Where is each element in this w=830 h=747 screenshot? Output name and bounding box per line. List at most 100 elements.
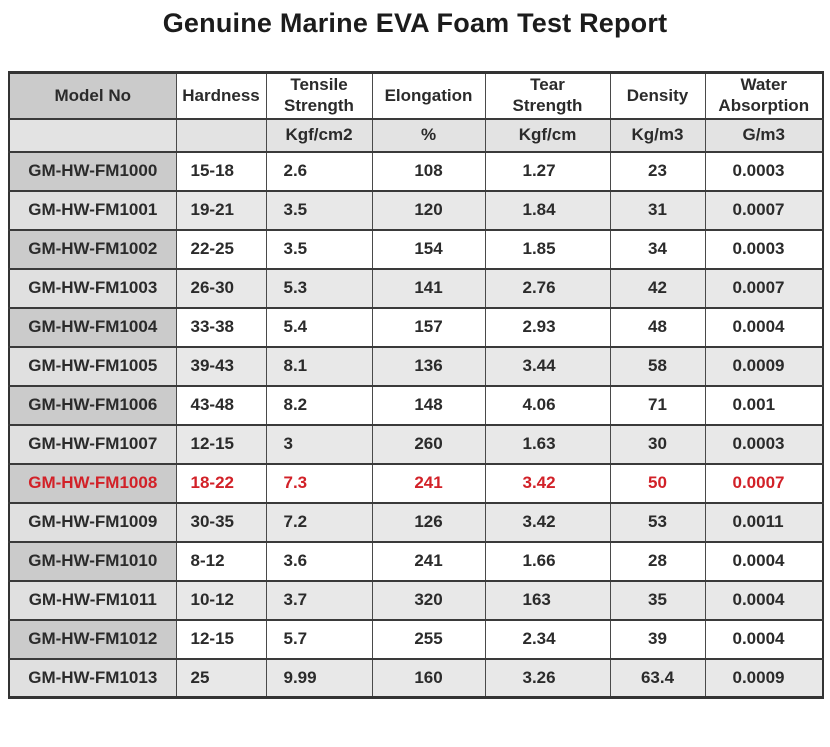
table-row-highlighted: GM-HW-FM1008 18-22 7.3 241 3.42 50 0.0007 xyxy=(8,462,824,504)
table-row: GM-HW-FM1009 30-35 7.2 126 3.42 53 0.0011 xyxy=(8,501,824,543)
model-cell: GM-HW-FM1001 xyxy=(8,189,177,231)
value-cell: 2.6 xyxy=(265,150,373,192)
value-cell: 3.6 xyxy=(265,540,373,582)
value-cell: 10-12 xyxy=(175,579,267,621)
column-unit xyxy=(8,117,177,153)
model-cell: GM-HW-FM1004 xyxy=(8,306,177,348)
value-cell: 0.0007 xyxy=(704,189,824,231)
value-cell: 12-15 xyxy=(175,423,267,465)
column-header: Water Absorption xyxy=(704,71,824,120)
value-cell: 5.4 xyxy=(265,306,373,348)
model-cell: GM-HW-FM1006 xyxy=(8,384,177,426)
value-cell: 163 xyxy=(484,579,611,621)
value-cell: 0.0009 xyxy=(704,345,824,387)
value-cell: 136 xyxy=(371,345,486,387)
value-cell: 0.0007 xyxy=(704,267,824,309)
units-row: Kgf/cm2% Kgf/cm Kg/m3 G/m3 xyxy=(8,117,824,153)
value-cell: 19-21 xyxy=(175,189,267,231)
value-cell: 0.0009 xyxy=(704,657,824,699)
model-cell: GM-HW-FM1010 xyxy=(8,540,177,582)
table-row: GM-HW-FM1007 12-15 3 260 1.63 30 0.0003 xyxy=(8,423,824,465)
column-unit: Kgf/cm xyxy=(484,117,611,153)
table-row: GM-HW-FM1012 12-15 5.7 255 2.34 39 0.0004 xyxy=(8,618,824,660)
value-cell: 3.7 xyxy=(265,579,373,621)
value-cell: 71 xyxy=(609,384,706,426)
value-cell: 320 xyxy=(371,579,486,621)
value-cell: 39 xyxy=(609,618,706,660)
column-header: Tear Strength xyxy=(484,71,611,120)
value-cell: 4.06 xyxy=(484,384,611,426)
value-cell: 23 xyxy=(609,150,706,192)
value-cell: 3.5 xyxy=(265,228,373,270)
value-cell: 26-30 xyxy=(175,267,267,309)
report-table: Model No Hardness Tensile Strength Elongati… xyxy=(8,71,824,699)
column-unit xyxy=(175,117,267,153)
value-cell: 1.85 xyxy=(484,228,611,270)
value-cell: 3.5 xyxy=(265,189,373,231)
value-cell: 31 xyxy=(609,189,706,231)
value-cell: 1.63 xyxy=(484,423,611,465)
value-cell: 260 xyxy=(371,423,486,465)
value-cell: 148 xyxy=(371,384,486,426)
value-cell: 30 xyxy=(609,423,706,465)
value-cell: 39-43 xyxy=(175,345,267,387)
value-cell: 48 xyxy=(609,306,706,348)
value-cell: 3.42 xyxy=(484,501,611,543)
value-cell: 12-15 xyxy=(175,618,267,660)
value-cell: 5.3 xyxy=(265,267,373,309)
value-cell: 0.0004 xyxy=(704,306,824,348)
model-cell: GM-HW-FM1012 xyxy=(8,618,177,660)
model-cell: GM-HW-FM1009 xyxy=(8,501,177,543)
value-cell: 0.0004 xyxy=(704,579,824,621)
value-cell: 15-18 xyxy=(175,150,267,192)
column-header: Model No xyxy=(8,71,177,120)
value-cell: 160 xyxy=(371,657,486,699)
value-cell: 1.84 xyxy=(484,189,611,231)
column-header: Tensile Strength xyxy=(265,71,373,120)
value-cell: 35 xyxy=(609,579,706,621)
value-cell: 3.44 xyxy=(484,345,611,387)
value-cell: 7.3 xyxy=(265,462,373,504)
column-unit: Kg/m3 xyxy=(609,117,706,153)
value-cell: 141 xyxy=(371,267,486,309)
value-cell: 108 xyxy=(371,150,486,192)
value-cell: 34 xyxy=(609,228,706,270)
value-cell: 241 xyxy=(371,540,486,582)
value-cell: 7.2 xyxy=(265,501,373,543)
model-cell: GM-HW-FM1002 xyxy=(8,228,177,270)
header-row: Model No Hardness Tensile Strength Elongati… xyxy=(8,71,824,120)
value-cell: 63.4 xyxy=(609,657,706,699)
table-row: GM-HW-FM1002 22-25 3.5 154 1.85 34 0.0003 xyxy=(8,228,824,270)
value-cell: 28 xyxy=(609,540,706,582)
value-cell: 0.0003 xyxy=(704,423,824,465)
value-cell: 30-35 xyxy=(175,501,267,543)
value-cell: 8.2 xyxy=(265,384,373,426)
value-cell: 58 xyxy=(609,345,706,387)
value-cell: 5.7 xyxy=(265,618,373,660)
value-cell: 2.93 xyxy=(484,306,611,348)
column-header: Hardness xyxy=(175,71,267,120)
value-cell: 3 xyxy=(265,423,373,465)
model-cell: GM-HW-FM1008 xyxy=(8,462,177,504)
value-cell: 0.0003 xyxy=(704,150,824,192)
model-cell: GM-HW-FM1000 xyxy=(8,150,177,192)
column-unit: % xyxy=(371,117,486,153)
value-cell: 126 xyxy=(371,501,486,543)
value-cell: 9.99 xyxy=(265,657,373,699)
column-unit: G/m3 xyxy=(704,117,824,153)
table-row: GM-HW-FM1003 26-30 5.3 141 2.76 42 0.0007 xyxy=(8,267,824,309)
table-row: GM-HW-FM1010 8-12 3.6 241 1.66 28 0.0004 xyxy=(8,540,824,582)
model-cell: GM-HW-FM1007 xyxy=(8,423,177,465)
table-row: GM-HW-FM1001 19-21 3.5 120 1.84 31 0.0007 xyxy=(8,189,824,231)
table-row: GM-HW-FM1013 25 9.99 160 3.26 63.4 0.0009 xyxy=(8,657,824,699)
value-cell: 2.34 xyxy=(484,618,611,660)
column-unit: Kgf/cm2 xyxy=(265,117,373,153)
model-cell: GM-HW-FM1011 xyxy=(8,579,177,621)
table-row: GM-HW-FM1004 33-38 5.4 157 2.93 48 0.0004 xyxy=(8,306,824,348)
value-cell: 2.76 xyxy=(484,267,611,309)
value-cell: 0.0011 xyxy=(704,501,824,543)
value-cell: 25 xyxy=(175,657,267,699)
model-cell: GM-HW-FM1003 xyxy=(8,267,177,309)
value-cell: 120 xyxy=(371,189,486,231)
value-cell: 1.66 xyxy=(484,540,611,582)
